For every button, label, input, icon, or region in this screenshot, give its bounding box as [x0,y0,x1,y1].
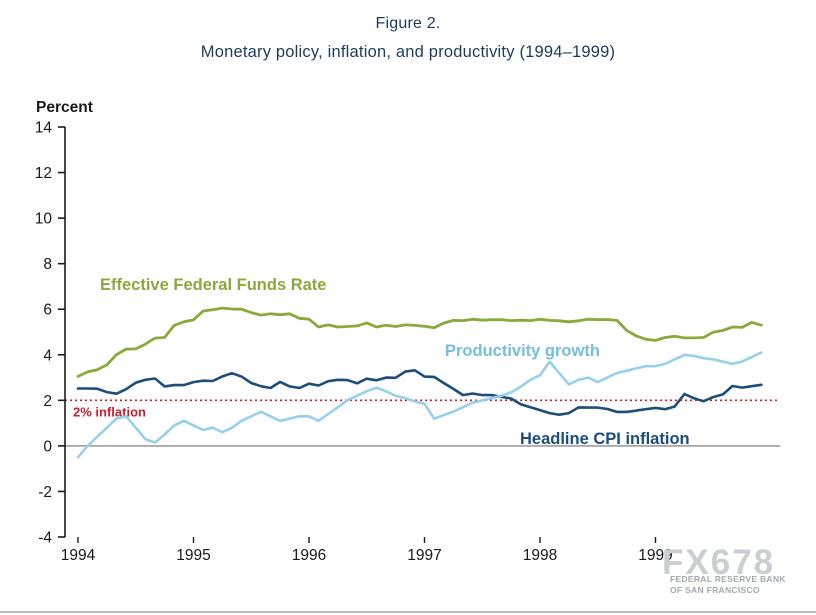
y-tick-label: 2 [43,393,52,410]
y-tick-label: 4 [43,347,52,364]
y-tick-label: 0 [43,438,52,455]
series-label-cpi: Headline CPI inflation [520,430,690,448]
series-line-productivity [76,351,763,459]
y-tick-label: -2 [38,484,52,501]
x-tick-label: 1997 [407,547,441,564]
y-tick-label: -4 [38,530,52,547]
x-tick-label: 1999 [638,547,672,564]
series-line-cpi [76,368,763,417]
inflation-target-label: 2% inflation [73,404,146,419]
x-tick-label: 1994 [61,547,96,564]
y-tick-label: 8 [43,256,52,273]
y-tick-label: 6 [43,302,52,319]
y-tick-label: 12 [35,165,52,182]
figure-title: Figure 2. [375,15,441,32]
x-tick-label: 1996 [292,547,326,564]
figure-subtitle: Monetary policy, inflation, and producti… [200,43,616,61]
bottom-divider [0,611,816,613]
x-tick-label: 1998 [523,547,557,564]
series-label-ffr: Effective Federal Funds Rate [100,276,326,294]
series-label-productivity: Productivity growth [445,342,600,360]
y-tick-label: 14 [35,120,53,137]
x-tick-label: 1995 [176,547,210,564]
y-axis-unit-label: Percent [36,99,93,116]
y-tick-label: 10 [35,211,53,228]
series-line-ffr [76,306,763,378]
